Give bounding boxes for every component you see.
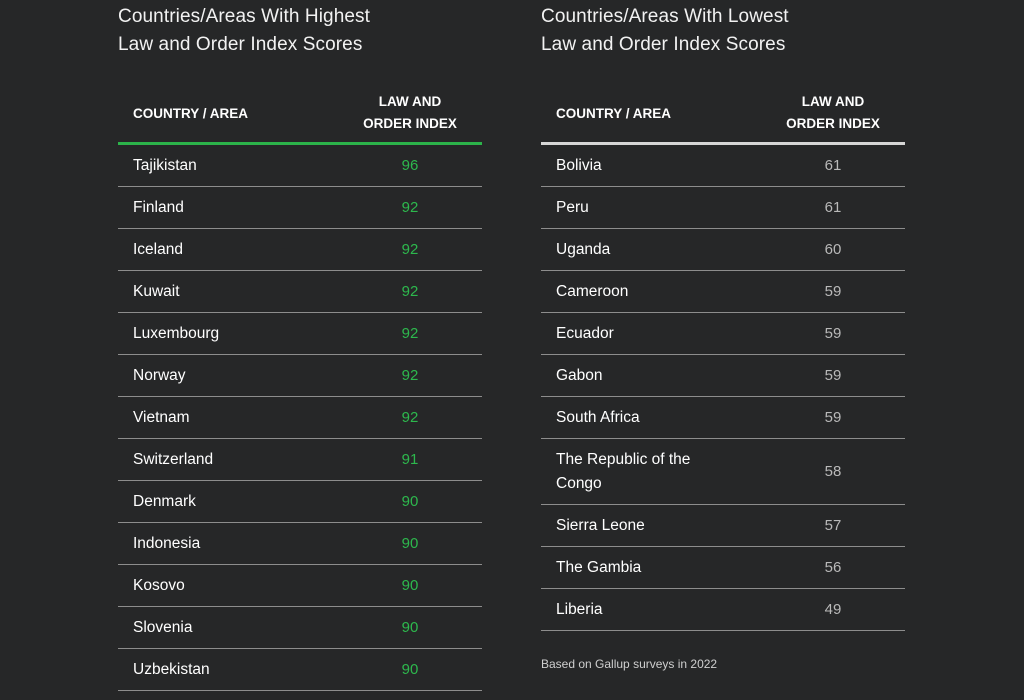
country-cell: Norway: [133, 366, 186, 384]
source-footnote: Based on Gallup surveys in 2022: [541, 657, 718, 671]
index-value-cell: 58: [824, 463, 842, 480]
column-header-country: COUNTRY / AREA: [133, 105, 249, 121]
table-row: Vietnam 92: [118, 397, 482, 439]
table-row: Finland 92: [118, 187, 482, 229]
country-cell: Cameroon: [556, 282, 629, 300]
table-row: Gabon 59: [541, 355, 905, 397]
country-cell: South Africa: [556, 408, 640, 426]
table-header: COUNTRY / AREA LAW AND ORDER INDEX: [541, 84, 905, 142]
index-value-cell: 92: [401, 325, 419, 342]
table-row: Kosovo 90: [118, 565, 482, 607]
country-cell: Uganda: [556, 240, 611, 258]
table-row: Norway 92: [118, 355, 482, 397]
table-row: Uganda 60: [541, 229, 905, 271]
index-value-cell: 59: [824, 409, 842, 426]
country-cell: Slovenia: [133, 618, 193, 636]
index-value-cell: 91: [401, 451, 419, 468]
country-cell: Gabon: [556, 366, 603, 384]
index-value-cell: 90: [401, 577, 419, 594]
index-value-cell: 90: [401, 619, 419, 636]
table-row: Cameroon 59: [541, 271, 905, 313]
country-cell: Denmark: [133, 492, 196, 510]
table-body: Tajikistan 96 Finland 92 Iceland 92 Kuwait 92 Lu…: [118, 145, 482, 691]
table-row: Iceland 92: [118, 229, 482, 271]
lowest-scores-table: COUNTRY / AREA LAW AND ORDER INDEX Boliv…: [541, 84, 905, 631]
highest-table-title: Countries/Areas With Highest Law and Ord…: [118, 3, 482, 59]
column-header-index-line2: ORDER INDEX: [786, 116, 880, 131]
country-cell: Switzerland: [133, 450, 214, 468]
highest-title-line2: Law and Order Index Scores: [118, 34, 363, 55]
country-cell: Vietnam: [133, 408, 190, 426]
index-value-cell: 57: [824, 517, 842, 534]
table-body: Bolivia 61 Peru 61 Uganda 60 Cameroon 59 Ecuador…: [541, 145, 905, 631]
column-header-index: LAW AND ORDER INDEX: [338, 91, 482, 135]
lowest-scores-panel: Countries/Areas With Lowest Law and Orde…: [541, 0, 905, 631]
index-value-cell: 96: [401, 157, 419, 174]
table-row: Switzerland 91: [118, 439, 482, 481]
column-header-index-line2: ORDER INDEX: [363, 116, 457, 131]
header-divider: [541, 142, 905, 145]
table-row: Uzbekistan 90: [118, 649, 482, 691]
country-cell: Tajikistan: [133, 156, 197, 174]
index-value-cell: 90: [401, 535, 419, 552]
table-row: Slovenia 90: [118, 607, 482, 649]
header-divider: [118, 142, 482, 145]
highest-title-line1: Countries/Areas With Highest: [118, 6, 371, 27]
table-row: Peru 61: [541, 187, 905, 229]
column-header-index: LAW AND ORDER INDEX: [761, 91, 905, 135]
table-row: The Gambia 56: [541, 547, 905, 589]
table-row: Sierra Leone 57: [541, 505, 905, 547]
index-value-cell: 90: [401, 493, 419, 510]
table-row: Tajikistan 96: [118, 145, 482, 187]
country-cell: Peru: [556, 198, 589, 216]
index-value-cell: 92: [401, 283, 419, 300]
index-value-cell: 61: [824, 157, 842, 174]
table-row: The Republic of the Congo 58: [541, 439, 905, 505]
lowest-title-line2: Law and Order Index Scores: [541, 34, 786, 55]
country-cell: Sierra Leone: [556, 516, 645, 534]
table-row: Liberia 49: [541, 589, 905, 631]
table-row: Kuwait 92: [118, 271, 482, 313]
table-row: South Africa 59: [541, 397, 905, 439]
table-header: COUNTRY / AREA LAW AND ORDER INDEX: [118, 84, 482, 142]
index-value-cell: 60: [824, 241, 842, 258]
highest-scores-table: COUNTRY / AREA LAW AND ORDER INDEX Tajik…: [118, 84, 482, 691]
table-row: Luxembourg 92: [118, 313, 482, 355]
country-cell: Indonesia: [133, 534, 201, 552]
column-header-index-line1: LAW AND: [378, 94, 442, 109]
index-value-cell: 59: [824, 283, 842, 300]
index-value-cell: 56: [824, 559, 842, 576]
column-header-index-line1: LAW AND: [801, 94, 865, 109]
lowest-table-title: Countries/Areas With Lowest Law and Orde…: [541, 3, 905, 59]
country-cell: Iceland: [133, 240, 183, 258]
index-value-cell: 59: [824, 367, 842, 384]
country-cell: The Gambia: [556, 558, 642, 576]
country-cell: Bolivia: [556, 156, 602, 174]
index-value-cell: 59: [824, 325, 842, 342]
index-value-cell: 92: [401, 409, 419, 426]
table-row: Ecuador 59: [541, 313, 905, 355]
index-value-cell: 92: [401, 241, 419, 258]
country-cell: Ecuador: [556, 324, 614, 342]
table-row: Denmark 90: [118, 481, 482, 523]
index-value-cell: 61: [824, 199, 842, 216]
table-row: Indonesia 90: [118, 523, 482, 565]
lowest-title-line1: Countries/Areas With Lowest: [541, 6, 789, 27]
index-value-cell: 90: [401, 661, 419, 678]
country-cell: Finland: [133, 198, 184, 216]
highest-scores-panel: Countries/Areas With Highest Law and Ord…: [118, 0, 482, 691]
country-cell: Kuwait: [133, 282, 180, 300]
country-cell: Uzbekistan: [133, 660, 210, 678]
country-cell: Liberia: [556, 600, 603, 618]
country-cell: The Republic of the Congo: [556, 450, 691, 492]
index-value-cell: 92: [401, 199, 419, 216]
column-header-country: COUNTRY / AREA: [556, 105, 672, 121]
index-value-cell: 92: [401, 367, 419, 384]
country-cell: Luxembourg: [133, 324, 220, 342]
country-cell: Kosovo: [133, 576, 185, 594]
table-row: Bolivia 61: [541, 145, 905, 187]
index-value-cell: 49: [824, 601, 842, 618]
